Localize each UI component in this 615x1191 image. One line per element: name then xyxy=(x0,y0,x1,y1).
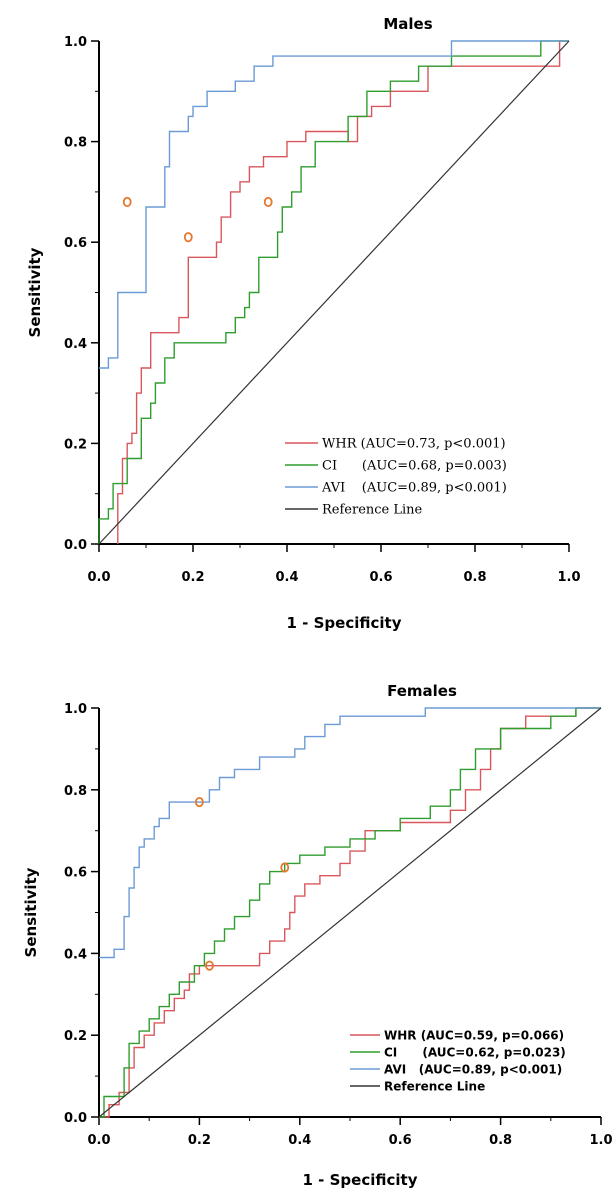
legend-label: Reference Line xyxy=(384,1080,485,1094)
series-line-3 xyxy=(98,707,602,1118)
y-axis-title: Sensitivity xyxy=(22,867,40,957)
x-axis-title: 1 - Specificity xyxy=(303,1171,418,1189)
x-tick-label: 0.6 xyxy=(369,570,392,585)
chart-title: Females xyxy=(387,682,457,700)
series-line-0 xyxy=(99,707,601,1118)
series-line-1 xyxy=(99,707,601,1118)
y-tick-label: 0.0 xyxy=(64,538,87,553)
roc-panel-females: 0.0 0.2 0.4 0.6 0.8 1.0 0.0 0.2 0.4 0.6 0.8 1.0 Fema… xyxy=(22,682,613,1189)
legend-label: AVI (AUC=0.89, p<0.001) xyxy=(321,481,507,496)
series-line-0 xyxy=(117,40,569,544)
x-tick-label: 0.0 xyxy=(87,1133,110,1148)
cutoff-marker xyxy=(263,196,273,208)
cutoff-marker xyxy=(122,196,132,208)
y-tick-label: 0.6 xyxy=(64,236,87,251)
y-tick-label: 0.2 xyxy=(64,1029,87,1044)
y-tick-label: 0.8 xyxy=(64,784,87,799)
x-axis-title: 1 - Specificity xyxy=(287,614,402,632)
x-tick-label: 0.0 xyxy=(87,570,110,585)
y-tick-label: 0.4 xyxy=(64,947,87,962)
legend-label: WHR (AUC=0.59, p=0.066) xyxy=(384,1029,564,1043)
legend-label: Reference Line xyxy=(322,503,423,518)
y-tick-label: 1.0 xyxy=(64,702,87,717)
x-tick-label: 0.8 xyxy=(463,570,486,585)
series-line-2 xyxy=(99,40,569,369)
x-tick-label: 0.8 xyxy=(489,1133,512,1148)
legend-label: CI (AUC=0.68, p=0.003) xyxy=(322,459,507,474)
y-axis-title: Sensitivity xyxy=(26,247,44,337)
series-line-2 xyxy=(99,707,601,959)
x-tick-label: 1.0 xyxy=(557,570,580,585)
x-tick-label: 0.4 xyxy=(288,1133,311,1148)
x-tick-label: 0.4 xyxy=(275,570,298,585)
series-line-3 xyxy=(98,40,570,545)
x-tick-label: 1.0 xyxy=(589,1133,612,1148)
series-line-1 xyxy=(98,40,569,544)
y-tick-label: 0.4 xyxy=(64,337,87,352)
x-tick-label: 0.6 xyxy=(389,1133,412,1148)
chart-title: Males xyxy=(383,15,432,33)
legend-label: AVI (AUC=0.89, p<0.001) xyxy=(384,1063,562,1077)
cutoff-marker xyxy=(280,862,290,873)
legend-label: WHR (AUC=0.73, p<0.001) xyxy=(322,437,506,452)
cutoff-marker xyxy=(205,960,214,971)
y-tick-label: 0.6 xyxy=(64,866,87,881)
y-tick-label: 0.8 xyxy=(64,136,87,151)
x-tick-label: 0.2 xyxy=(188,1133,211,1148)
cutoff-marker xyxy=(194,796,204,808)
y-tick-label: 1.0 xyxy=(64,35,87,50)
roc-panel-males: 0.0 0.2 0.4 0.6 0.8 1.0 0.0 0.2 0.4 0.6 0.8 1.0 Male… xyxy=(26,15,581,632)
cutoff-marker xyxy=(183,232,193,243)
y-tick-label: 0.2 xyxy=(64,437,87,452)
x-tick-label: 0.2 xyxy=(181,570,204,585)
legend-label: CI (AUC=0.62, p=0.023) xyxy=(384,1046,566,1060)
y-tick-label: 0.0 xyxy=(64,1111,87,1126)
